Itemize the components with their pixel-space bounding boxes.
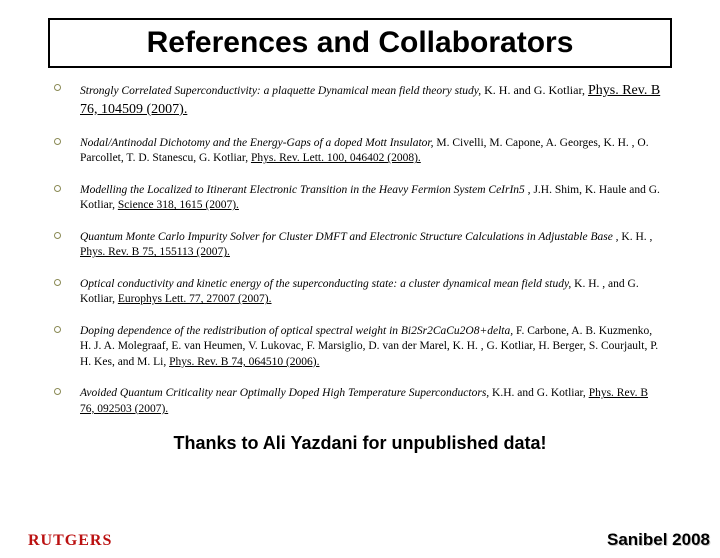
- bullet-icon: [54, 326, 61, 333]
- reference-item: Modelling the Localized to Itinerant Ele…: [80, 183, 664, 214]
- thanks-line: Thanks to Ali Yazdani for unpublished da…: [0, 433, 720, 454]
- reference-item: Optical conductivity and kinetic energy …: [80, 277, 664, 308]
- ref-journal: Phys. Rev. Lett. 100, 046402 (2008).: [251, 152, 421, 164]
- ref-journal: Science 318, 1615 (2007).: [118, 199, 239, 211]
- reference-item: Doping dependence of the redistribution …: [80, 324, 664, 371]
- footer: RUTGERS Sanibel 2008: [0, 526, 720, 552]
- ref-authors: K.H. and G. Kotliar,: [489, 387, 589, 399]
- reference-item: Strongly Correlated Superconductivity: a…: [80, 82, 664, 120]
- ref-title: Strongly Correlated Superconductivity: a…: [80, 85, 481, 97]
- ref-title: Optical conductivity and kinetic energy …: [80, 278, 571, 290]
- reference-item: Quantum Monte Carlo Impurity Solver for …: [80, 230, 664, 261]
- reference-item: Avoided Quantum Criticality near Optimal…: [80, 386, 664, 417]
- conference-label: Sanibel 2008: [607, 530, 710, 550]
- title-container: References and Collaborators: [48, 18, 672, 68]
- ref-authors: K. H. ,: [619, 231, 653, 243]
- page-title: References and Collaborators: [62, 26, 658, 60]
- ref-authors: K. H. and G. Kotliar,: [481, 83, 588, 97]
- ref-journal: Phys. Rev. B 74, 064510 (2006).: [169, 356, 319, 368]
- bullet-icon: [54, 185, 61, 192]
- ref-journal: Phys. Rev. B 75, 155113 (2007).: [80, 246, 230, 258]
- bullet-icon: [54, 388, 61, 395]
- bullet-icon: [54, 138, 61, 145]
- reference-item: Nodal/Antinodal Dichotomy and the Energy…: [80, 136, 664, 167]
- institution-logo: RUTGERS: [28, 532, 112, 550]
- ref-journal: Europhys Lett. 77, 27007 (2007).: [118, 293, 272, 305]
- ref-title: Quantum Monte Carlo Impurity Solver for …: [80, 231, 619, 243]
- ref-title: Avoided Quantum Criticality near Optimal…: [80, 387, 489, 399]
- bullet-icon: [54, 232, 61, 239]
- ref-title: Nodal/Antinodal Dichotomy and the Energy…: [80, 137, 434, 149]
- bullet-icon: [54, 84, 61, 91]
- ref-title: Modelling the Localized to Itinerant Ele…: [80, 184, 531, 196]
- references-list: Strongly Correlated Superconductivity: a…: [0, 82, 720, 417]
- ref-title: Doping dependence of the redistribution …: [80, 325, 513, 337]
- bullet-icon: [54, 279, 61, 286]
